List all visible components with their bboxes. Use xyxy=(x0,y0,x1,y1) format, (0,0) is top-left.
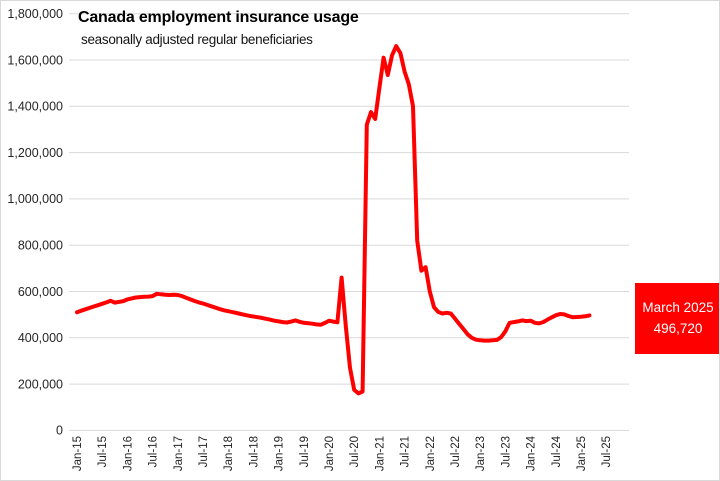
x-tick-label: Jul-19 xyxy=(299,436,311,467)
x-tick-label: Jan-23 xyxy=(475,436,487,471)
y-tick-label: 0 xyxy=(56,424,63,438)
y-tick-label: 1,400,000 xyxy=(7,100,63,114)
y-tick-label: 800,000 xyxy=(18,239,63,253)
x-tick-label: Jul-18 xyxy=(248,436,260,467)
x-tick-label: Jul-22 xyxy=(450,436,462,467)
data-callout: March 2025 496,720 xyxy=(635,283,719,354)
y-tick-label: 1,000,000 xyxy=(7,192,63,206)
y-tick-label: 400,000 xyxy=(18,331,63,345)
x-tick-label: Jul-21 xyxy=(400,436,412,467)
y-tick-label: 1,200,000 xyxy=(7,146,63,160)
y-tick-label: 600,000 xyxy=(18,285,63,299)
x-tick-label: Jul-15 xyxy=(97,436,109,467)
callout-month: March 2025 xyxy=(642,299,714,315)
y-tick-label: 1,600,000 xyxy=(7,53,63,67)
x-tick-label: Jan-24 xyxy=(526,435,538,471)
x-tick-label: Jan-25 xyxy=(576,436,588,471)
x-tick-label: Jul-23 xyxy=(500,436,512,467)
x-tick-label: Jan-19 xyxy=(274,436,286,471)
x-tick-label: Jul-20 xyxy=(349,436,361,467)
x-tick-label: Jan-17 xyxy=(173,436,185,471)
chart-title: Canada employment insurance usage xyxy=(78,9,359,26)
y-tick-label: 200,000 xyxy=(18,377,63,391)
x-tick-label: Jan-22 xyxy=(425,436,437,471)
x-tick-label: Jul-16 xyxy=(148,436,160,467)
x-tick-label: Jan-16 xyxy=(122,436,134,471)
x-tick-label: Jul-24 xyxy=(551,435,563,467)
series-line-ei-beneficiaries xyxy=(75,44,592,396)
x-tick-label: Jan-21 xyxy=(374,436,386,471)
x-tick-label: Jan-20 xyxy=(324,436,336,471)
x-tick-label: Jul-25 xyxy=(601,436,613,467)
chart-subtitle: seasonally adjusted regular beneficiarie… xyxy=(81,32,313,47)
x-tick-label: Jan-15 xyxy=(72,436,84,471)
x-tick-label: Jul-17 xyxy=(198,436,210,467)
callout-value: 496,720 xyxy=(653,320,703,336)
x-tick-label: Jan-18 xyxy=(223,436,235,471)
y-tick-label: 1,800,000 xyxy=(7,7,63,21)
